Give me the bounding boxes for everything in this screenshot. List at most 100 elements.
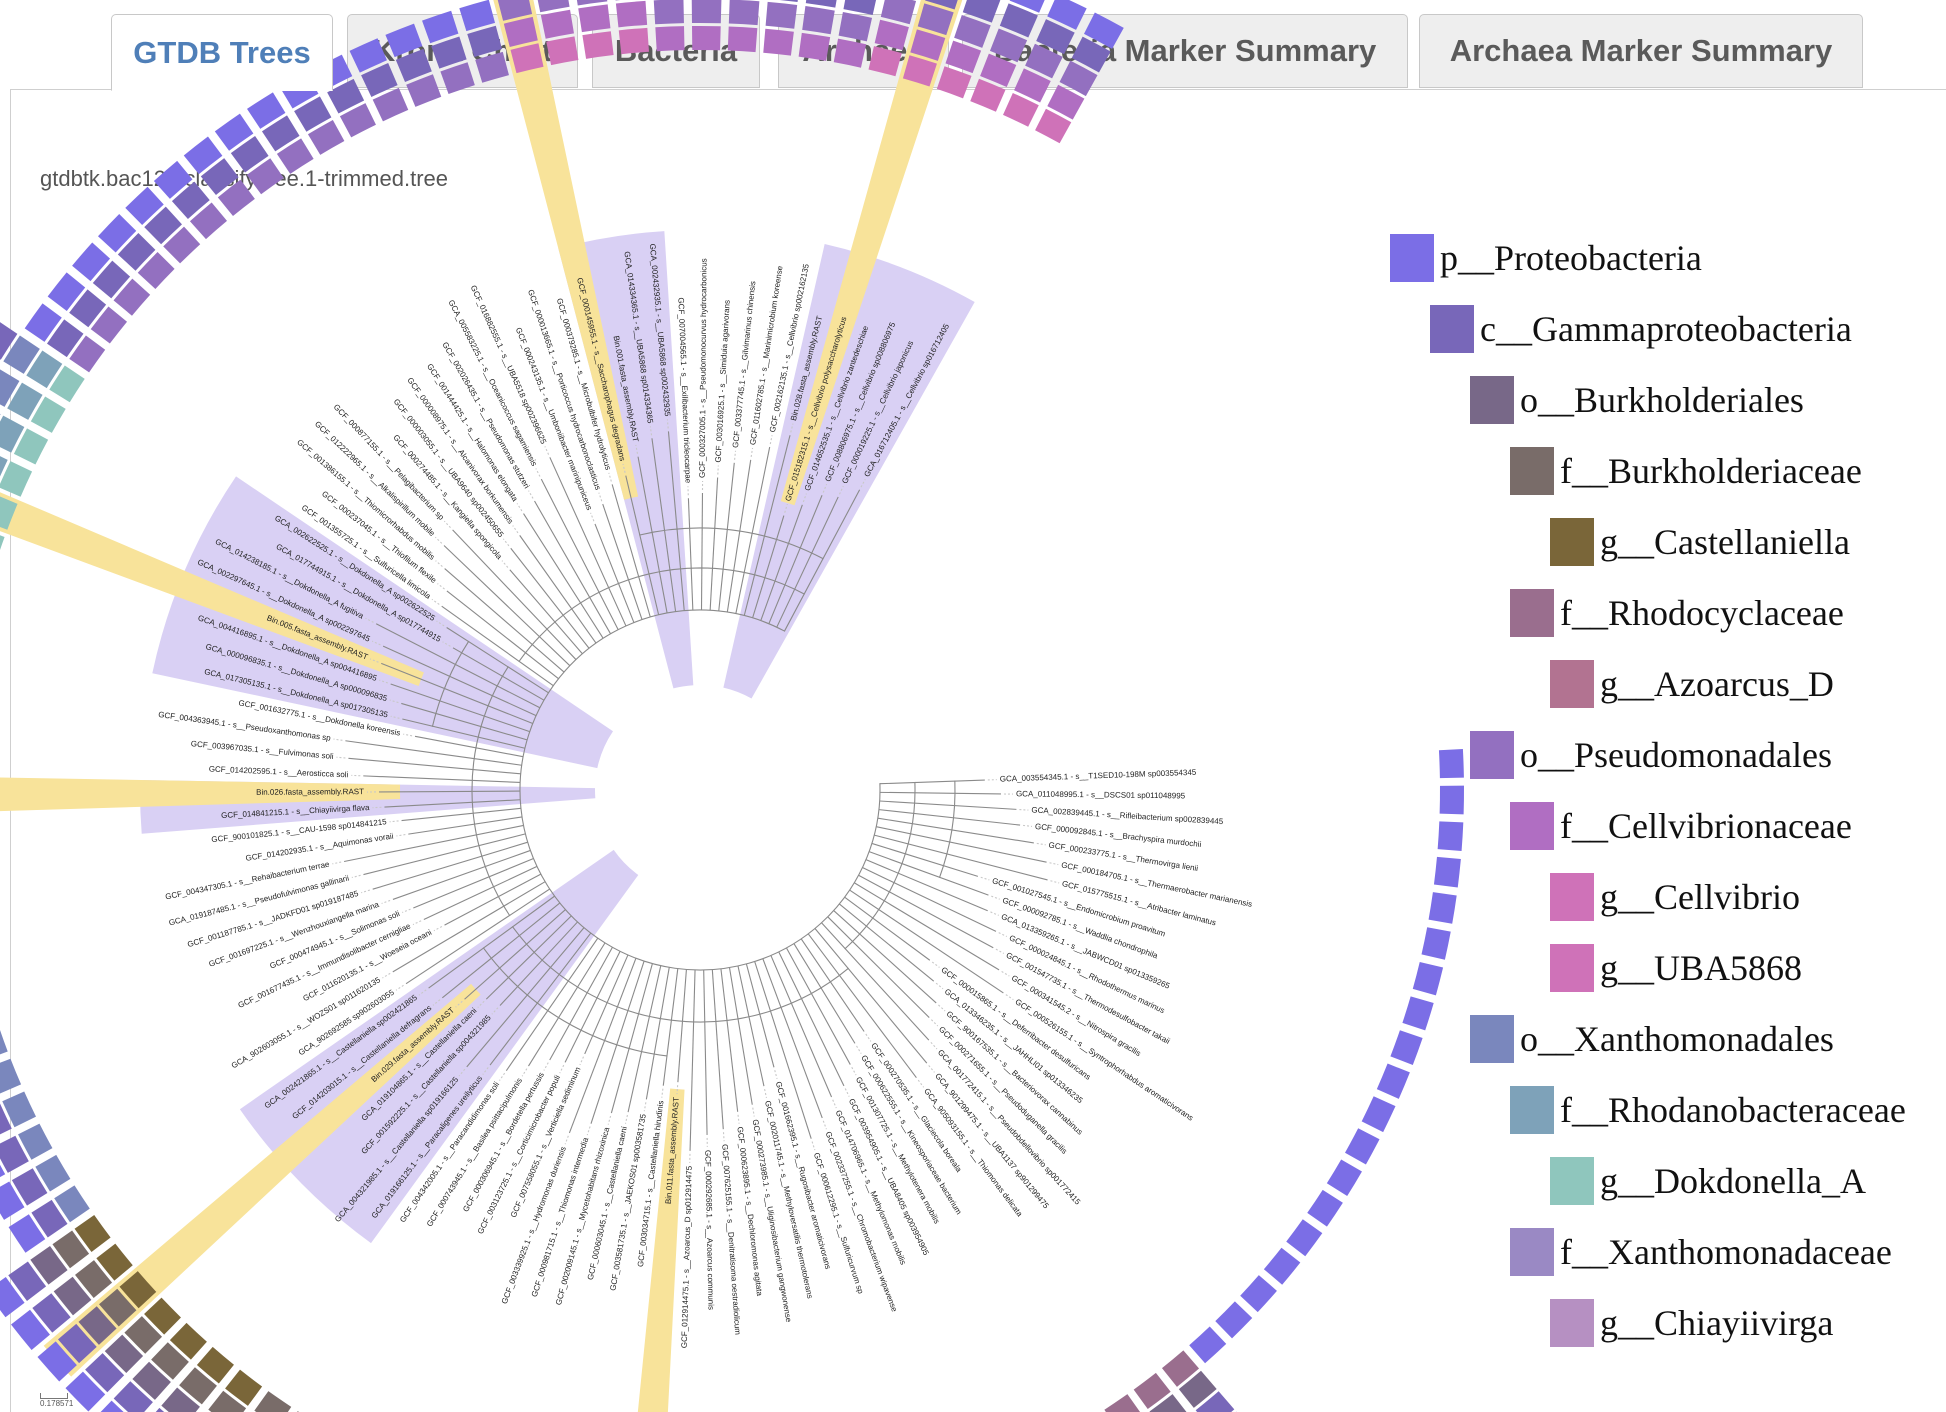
annotation-cell	[1189, 1326, 1227, 1364]
internal-branch-arc	[844, 781, 916, 950]
annotation-cell	[196, 1346, 234, 1384]
legend-label: c__Gammaproteobacteria	[1480, 309, 1852, 349]
annotation-cell	[75, 1260, 113, 1298]
annotation-cell	[540, 9, 574, 39]
leaf-label[interactable]: GCF_004347305.1 - s__Rehaibacterium terr…	[164, 860, 330, 902]
leaf-connector	[361, 889, 370, 894]
leaf-label[interactable]: Bin.026.fasta_assembly.RAST	[256, 787, 364, 797]
annotation-cell	[327, 78, 365, 114]
leaf-connector	[752, 1107, 755, 1117]
legend-item: f__Burkholderiaceae	[1510, 447, 1862, 495]
legend-item: f__Rhodanobacteraceae	[1510, 1086, 1906, 1134]
tree-branch	[667, 431, 685, 611]
leaf-label[interactable]: GCF_003967035.1 - s__Fulvimonas soli	[191, 739, 335, 761]
tree-branch	[384, 799, 521, 808]
annotation-cell	[1047, 0, 1087, 30]
leaf-connector	[564, 1135, 569, 1145]
leaf-label[interactable]: GCA_003554345.1 - s__T1SED10-198M sp0035…	[1000, 768, 1197, 784]
leaf-label[interactable]: GCF_014202595.1 - s__Aerosticca soli	[209, 764, 349, 779]
leaf-connector	[930, 1019, 939, 1027]
leaf-label[interactable]: GCF_007625155.1 - s__Denitratisoma oestr…	[720, 1144, 742, 1336]
annotation-cell	[132, 1361, 171, 1400]
annotation-cell	[137, 251, 175, 289]
leaf-connector	[521, 1068, 528, 1077]
annotation-cell	[1014, 68, 1051, 103]
leaf-label[interactable]: GCF_012914475.1 - s__Azoarcus_D sp012914…	[680, 1165, 694, 1348]
leaf-label[interactable]: GCA_002839445.1 - s__Rifleibacterium sp0…	[1031, 805, 1224, 826]
leaf-connector	[402, 908, 411, 914]
leaf-label[interactable]: GCF_000526155.1 - s__Syntrophorhabdus ar…	[1014, 997, 1195, 1122]
bin-highlight-band	[0, 777, 401, 812]
legend-item: g__Castellaniella	[1550, 518, 1850, 566]
leaf-connector	[661, 1088, 664, 1098]
tree-branch	[510, 547, 590, 649]
tree-branch	[466, 927, 585, 1068]
annotation-cell	[11, 1168, 48, 1206]
tab-gtdb-trees[interactable]: GTDB Trees	[111, 14, 333, 91]
annotation-cell	[169, 1322, 207, 1360]
annotation-cell	[230, 135, 269, 173]
annotation-cell	[171, 181, 210, 219]
annotation-cell	[11, 1309, 50, 1351]
annotation-cell	[99, 1288, 137, 1327]
tree-branch	[627, 965, 662, 1113]
annotation-cell	[104, 1334, 144, 1374]
leaf-label[interactable]: GCF_000292685.1 - s__Azoarcus communis	[703, 1150, 715, 1310]
legend-item: f__Cellvibrionaceae	[1510, 802, 1852, 850]
leaf-label[interactable]: GCF_012222965.1 - s__Alkalispirillum mob…	[313, 419, 437, 538]
annotation-cell	[52, 1230, 90, 1269]
annotation-cell	[576, 0, 608, 6]
tree-branch	[499, 921, 578, 1006]
tree-branch	[862, 867, 997, 932]
leaf-connector	[381, 899, 391, 904]
annotation-cell	[999, 3, 1038, 38]
annotation-cell	[910, 29, 946, 61]
leaf-connector	[676, 1085, 679, 1095]
leaf-label[interactable]: GCA_011048995.1 - s__DSCS01 sp011048995	[1016, 789, 1186, 800]
tree-branch	[452, 647, 545, 701]
tree-branch	[662, 968, 679, 1086]
tree-branch	[534, 500, 612, 635]
annotation-cell	[294, 96, 332, 132]
leaf-label[interactable]: GCF_000327005.1 - s__Pseudomonocurvus hy…	[698, 258, 709, 478]
bin-highlight-band	[637, 1088, 685, 1412]
leaf-label[interactable]: GCF_000877155.1 - s__Pelagibacterium sp	[332, 402, 446, 522]
annotation-cell	[125, 186, 164, 225]
tree-branch	[485, 915, 572, 1000]
tab-archaea-marker-summary[interactable]: Archaea Marker Summary	[1419, 14, 1863, 88]
annotation-cell	[936, 66, 972, 99]
leaf-connector	[624, 1114, 628, 1124]
legend-swatch	[1550, 944, 1594, 992]
leaf-connector	[491, 1007, 499, 1015]
leaf-connector	[811, 1141, 816, 1151]
annotation-cell	[843, 0, 877, 16]
leaf-label[interactable]: GCF_000184705.1 - s__Thermaerobacter mar…	[1060, 860, 1253, 909]
annotation-cell	[431, 36, 467, 69]
leaf-connector	[750, 447, 754, 457]
tree-branch	[363, 833, 526, 876]
legend-label: f__Rhodanobacteraceae	[1560, 1090, 1906, 1130]
leaf-label[interactable]: GCA_905093155.1 - s__Thiomonas delicata	[922, 1087, 1024, 1219]
leaf-connector	[389, 820, 399, 823]
internal-branch-arc	[639, 527, 824, 560]
annotation-cell	[422, 10, 459, 44]
leaf-label[interactable]: GCF_015775515.1 - s__Atribacter laminatu…	[1061, 879, 1217, 928]
tree-branch	[408, 816, 523, 835]
internal-branch-arc	[471, 666, 511, 917]
annotation-cell	[1003, 92, 1039, 127]
annotation-cell	[7, 382, 43, 420]
leaf-label[interactable]: GCF_003016925.1 - s__Simiduia agarivoran…	[714, 300, 732, 463]
leaf-connector	[432, 999, 441, 1006]
leaf-connector	[512, 525, 519, 534]
annotation-cell	[37, 1341, 77, 1382]
leaf-label[interactable]: GCF_007004565.1 - s__Exilibacterium tric…	[676, 297, 692, 484]
tree-branch	[687, 498, 694, 611]
annotation-cell	[3, 335, 40, 374]
annotation-cell	[189, 202, 228, 240]
tree-branch	[844, 896, 931, 961]
legend-swatch	[1510, 1228, 1554, 1276]
leaf-connector	[822, 483, 828, 493]
tree-branch	[838, 903, 935, 982]
annotation-cell	[113, 1381, 153, 1412]
